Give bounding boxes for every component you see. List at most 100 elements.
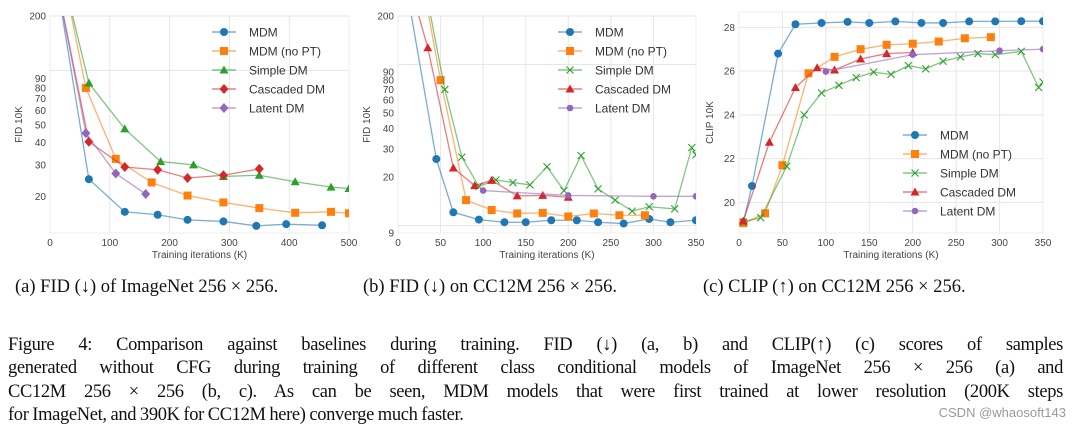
data-point xyxy=(882,40,891,49)
caption-line: Figure 4: Comparison against baselines d… xyxy=(8,335,1063,355)
data-point xyxy=(1039,17,1043,26)
legend-marker xyxy=(911,150,919,158)
data-point xyxy=(804,69,813,78)
data-point xyxy=(939,18,948,27)
data-point xyxy=(462,196,471,205)
series-line-mdm-no-pt- xyxy=(70,16,349,214)
legend-marker xyxy=(220,28,228,36)
x-tick-label: 100 xyxy=(101,238,118,249)
data-point xyxy=(965,17,974,26)
data-point xyxy=(856,45,865,54)
legend-marker xyxy=(566,28,574,36)
data-point xyxy=(791,20,800,29)
series-line-simple-dm xyxy=(743,50,1043,223)
data-point xyxy=(252,221,261,230)
x-tick-label: 50 xyxy=(777,238,789,249)
legend-marker xyxy=(566,66,574,74)
legend-label: Simple DM xyxy=(940,167,999,181)
y-axis-label: FID 10K xyxy=(362,106,373,143)
series-line-latent-dm xyxy=(825,48,1043,73)
data-point xyxy=(487,206,496,215)
x-tick-label: 150 xyxy=(861,238,878,249)
y-tick-label: 70 xyxy=(35,94,47,105)
legend-marker xyxy=(220,47,228,55)
x-tick-label: 300 xyxy=(221,238,238,249)
x-tick-label: 100 xyxy=(475,238,492,249)
y-tick-label: 28 xyxy=(724,23,736,34)
data-point xyxy=(891,17,900,26)
data-point xyxy=(666,218,675,227)
y-tick-label: 70 xyxy=(383,85,395,96)
legend-marker xyxy=(911,169,919,177)
data-point xyxy=(218,170,228,181)
y-tick-label: 30 xyxy=(35,160,47,171)
data-point xyxy=(479,187,487,194)
data-point xyxy=(812,63,822,72)
data-point xyxy=(543,162,551,171)
data-point xyxy=(318,221,327,230)
chart-2: 0 50 100 150 200 250 300 350 20 22 24 26 28 Training … xyxy=(705,11,1052,261)
figure-caption: Figure 4: Comparison against baselines d… xyxy=(8,334,1063,427)
legend-label: MDM (no PT) xyxy=(249,45,321,59)
x-tick-label: 250 xyxy=(948,238,965,249)
data-point xyxy=(852,73,861,82)
subcaption-c: (c) CLIP (↑) on CC12M 256 × 256. xyxy=(703,277,966,297)
series-group xyxy=(410,16,696,228)
data-point xyxy=(326,182,336,191)
plot-area xyxy=(738,11,1044,234)
data-point xyxy=(756,213,765,222)
data-point xyxy=(1039,45,1043,53)
data-point xyxy=(887,70,895,79)
x-axis-label: Training iterations (K) xyxy=(499,250,594,261)
data-point xyxy=(619,219,628,228)
series-line-simple-dm xyxy=(71,16,349,190)
data-point xyxy=(254,163,264,174)
legend-marker xyxy=(219,103,229,113)
data-point xyxy=(991,17,1000,26)
legend-label: Cascaded DM xyxy=(249,83,325,97)
y-tick-label: 20 xyxy=(35,192,47,203)
x-tick-label: 200 xyxy=(560,238,577,249)
data-point xyxy=(909,51,917,58)
data-point xyxy=(487,175,497,184)
x-tick-label: 300 xyxy=(991,238,1008,249)
data-point xyxy=(513,209,522,218)
legend-marker xyxy=(566,47,574,55)
data-point xyxy=(917,18,926,27)
data-point xyxy=(594,185,602,193)
data-point xyxy=(120,162,130,173)
series-line-latent-dm xyxy=(483,189,696,197)
y-tick-label: 200 xyxy=(377,12,394,23)
legend-label: Latent DM xyxy=(249,102,304,116)
data-point xyxy=(189,160,199,169)
y-tick-label: 20 xyxy=(383,173,395,184)
data-point xyxy=(865,18,874,27)
data-point xyxy=(1039,78,1043,86)
data-point xyxy=(345,209,349,218)
data-point xyxy=(589,209,598,218)
data-point xyxy=(939,57,948,66)
data-point xyxy=(538,190,548,199)
data-point xyxy=(856,54,866,63)
x-axis-label: Training iterations (K) xyxy=(843,250,938,261)
data-point xyxy=(183,215,192,224)
data-point xyxy=(843,17,852,26)
data-point xyxy=(640,211,649,220)
data-point xyxy=(432,155,441,164)
y-tick-label: 20 xyxy=(724,198,736,209)
series-group xyxy=(739,17,1043,228)
data-point xyxy=(448,163,458,172)
data-point xyxy=(830,52,839,61)
data-point xyxy=(790,82,800,91)
x-axis-label: Training iterations (K) xyxy=(152,250,247,261)
caption-line: generated without CFG during training of… xyxy=(8,358,1063,379)
data-point xyxy=(956,52,965,61)
data-point xyxy=(564,192,572,199)
data-point xyxy=(219,198,228,207)
data-point xyxy=(822,68,830,75)
legend-label: Latent DM xyxy=(595,102,650,116)
legend-marker xyxy=(911,207,919,215)
data-point xyxy=(904,61,913,70)
series-line-mdm-no-pt- xyxy=(428,16,645,218)
data-point xyxy=(156,157,166,166)
